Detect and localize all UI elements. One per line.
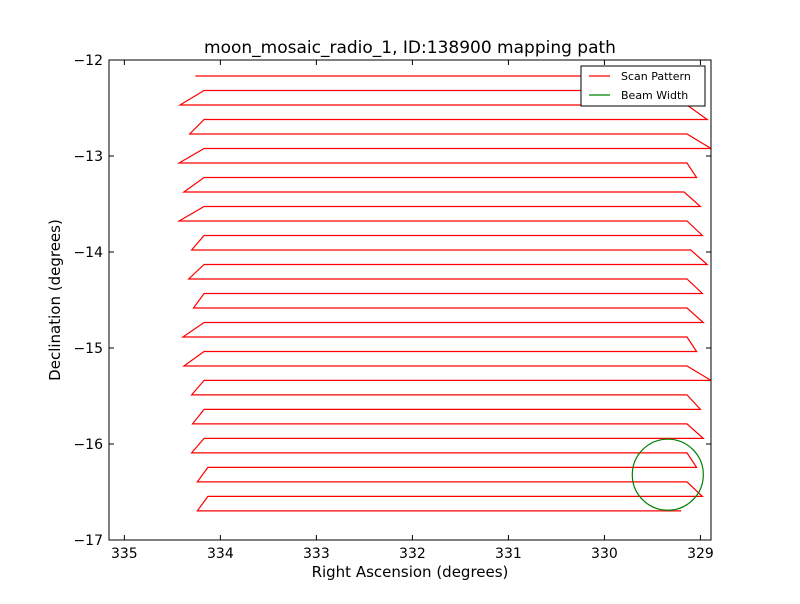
x-axis: 335 334 333 332 331 330 329 [111, 60, 714, 562]
scan-pattern-line [176, 75, 711, 512]
plot-area [176, 75, 711, 512]
legend-beam-label: Beam Width [621, 89, 688, 102]
y-tick-label: −15 [73, 341, 103, 357]
x-axis-label: Right Ascension (degrees) [312, 563, 509, 581]
x-tick-label: 329 [687, 546, 714, 562]
axes-frame [108, 59, 712, 541]
y-tick-label: −14 [73, 245, 103, 261]
x-tick-label: 335 [111, 546, 138, 562]
x-tick-label: 333 [303, 546, 330, 562]
y-tick-label: −17 [73, 533, 103, 549]
x-tick-label: 334 [207, 546, 234, 562]
legend: Scan Pattern Beam Width [580, 65, 706, 107]
beam-width-circle [631, 438, 704, 511]
x-tick-label: 331 [495, 546, 522, 562]
x-tick-label: 332 [399, 546, 426, 562]
x-tick-label: 330 [591, 546, 618, 562]
y-tick-label: −16 [73, 437, 103, 453]
legend-box [580, 65, 706, 107]
y-axis-label: Declination (degrees) [46, 219, 64, 381]
y-tick-label: −12 [73, 53, 103, 69]
y-axis: −12 −13 −14 −15 −16 −17 [73, 53, 711, 549]
y-tick-label: −13 [73, 149, 103, 165]
legend-scan-label: Scan Pattern [621, 70, 691, 83]
chart-title: moon_mosaic_radio_1, ID:138900 mapping p… [204, 38, 616, 58]
